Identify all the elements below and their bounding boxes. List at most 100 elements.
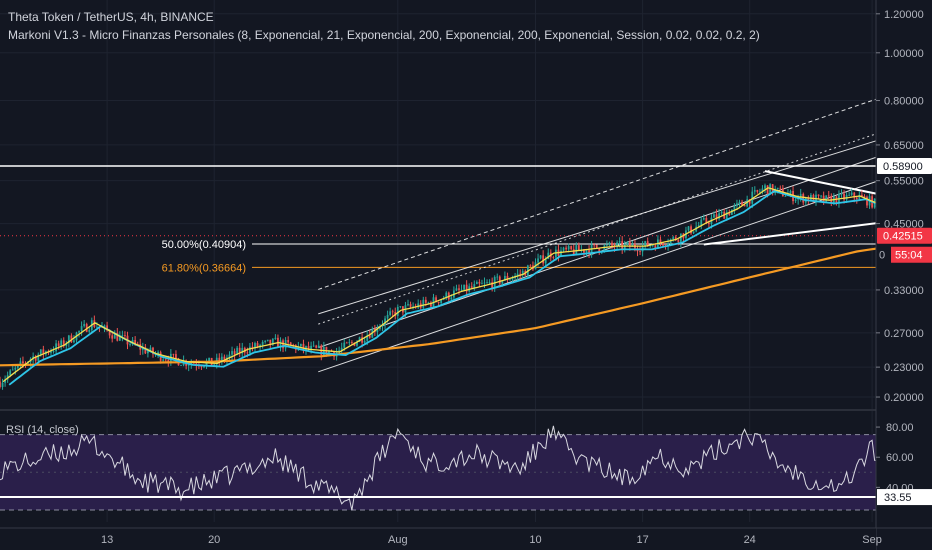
resistance-price-label: 0.58900 [883, 161, 923, 173]
price-axis[interactable] [876, 0, 932, 550]
candle-body [389, 311, 392, 315]
candle-body [662, 242, 664, 246]
candle-body [626, 241, 629, 244]
candle-body [567, 246, 570, 250]
candle-body [748, 199, 751, 204]
candle-body [60, 340, 63, 346]
time-axis[interactable] [0, 528, 876, 550]
triangle-upper-line[interactable] [764, 170, 932, 212]
candle-body [430, 302, 432, 307]
candle-body [690, 226, 692, 234]
candle-body [455, 288, 458, 291]
channel-upper-line[interactable] [318, 122, 932, 315]
candle-body [356, 341, 358, 346]
candle-body [575, 245, 578, 255]
candle-body [251, 346, 254, 349]
candle-body [106, 325, 108, 331]
candle-body [111, 335, 114, 339]
candle-body [427, 302, 430, 304]
candle-body [289, 342, 292, 345]
candle-body [756, 190, 759, 192]
channel-dashed-line[interactable] [318, 79, 932, 290]
candle-body [853, 192, 856, 198]
candle-body [789, 190, 792, 194]
candle-body [200, 366, 203, 368]
candle-body [606, 244, 608, 246]
candle-body [593, 244, 596, 246]
candle-body [861, 194, 863, 197]
candle-body [73, 340, 75, 343]
candle-body [1, 382, 4, 387]
price-tick-label: 0.33000 [884, 285, 924, 297]
candle-body [751, 191, 754, 204]
candle-body [840, 193, 843, 195]
candle-body [16, 364, 19, 368]
price-tick-label: 0.23000 [884, 362, 924, 374]
candle-body [366, 335, 369, 341]
candle-body [794, 199, 797, 202]
candle-body [175, 354, 177, 359]
candle-body [302, 343, 305, 350]
candle-body [368, 335, 371, 338]
price-tick-label: 0.45000 [884, 219, 924, 231]
candle-body [399, 306, 402, 308]
candle-body [720, 211, 723, 214]
candle-body [850, 192, 853, 195]
candle-body [391, 311, 394, 313]
candle-body [317, 345, 320, 348]
rsi-tick-label: 80.00 [886, 422, 914, 434]
candle-body [807, 197, 810, 202]
candle-body [32, 356, 35, 359]
candle-body [307, 346, 310, 350]
candle-body [88, 330, 91, 332]
candle-body [779, 187, 782, 189]
candle-body [50, 351, 52, 353]
candle-body [386, 314, 389, 319]
candle-body [639, 251, 641, 252]
candle-body [697, 225, 700, 227]
candle-body [547, 252, 550, 260]
candle-body [440, 299, 443, 303]
candle-body [287, 339, 290, 343]
candle-body [19, 361, 22, 365]
candle-body [4, 379, 6, 383]
candle-body [241, 347, 244, 354]
candle-body [825, 195, 828, 202]
candle-body [766, 185, 769, 194]
candle-body [157, 352, 159, 355]
candle-body [715, 214, 718, 219]
candle-body [254, 343, 256, 349]
candle-body [544, 259, 547, 264]
candle-body [424, 299, 427, 303]
candle-body [501, 280, 504, 284]
candle-body [34, 356, 37, 361]
time-tick-label: 17 [636, 534, 648, 546]
candle-body [603, 245, 606, 252]
candle-body [491, 282, 494, 288]
candle-body [674, 237, 677, 241]
candle-body [560, 250, 562, 256]
rsi-line [0, 425, 919, 511]
candle-body [279, 340, 282, 348]
candle-body [516, 273, 519, 276]
channel-spare-line[interactable] [318, 120, 932, 330]
candle-body [445, 292, 448, 299]
candle-body [738, 201, 741, 204]
candle-body [542, 255, 545, 264]
channel-mid-line[interactable] [318, 137, 932, 349]
candle-body [700, 219, 703, 226]
candle-body [764, 185, 766, 189]
candle-body [55, 343, 57, 352]
candle-body [328, 350, 330, 355]
rsi-current-label-bg [877, 489, 932, 506]
channel-dotted-line[interactable] [318, 114, 932, 325]
resistance-price-label-bg [877, 158, 932, 175]
candle-body [478, 281, 481, 284]
candle-body [843, 193, 845, 200]
candle-body [0, 381, 1, 387]
candle-body [57, 343, 60, 346]
candle-body [858, 194, 861, 200]
fib-level-label: 61.80%(0.36664) [162, 262, 246, 274]
rsi-current-label: 33.55 [884, 492, 912, 504]
